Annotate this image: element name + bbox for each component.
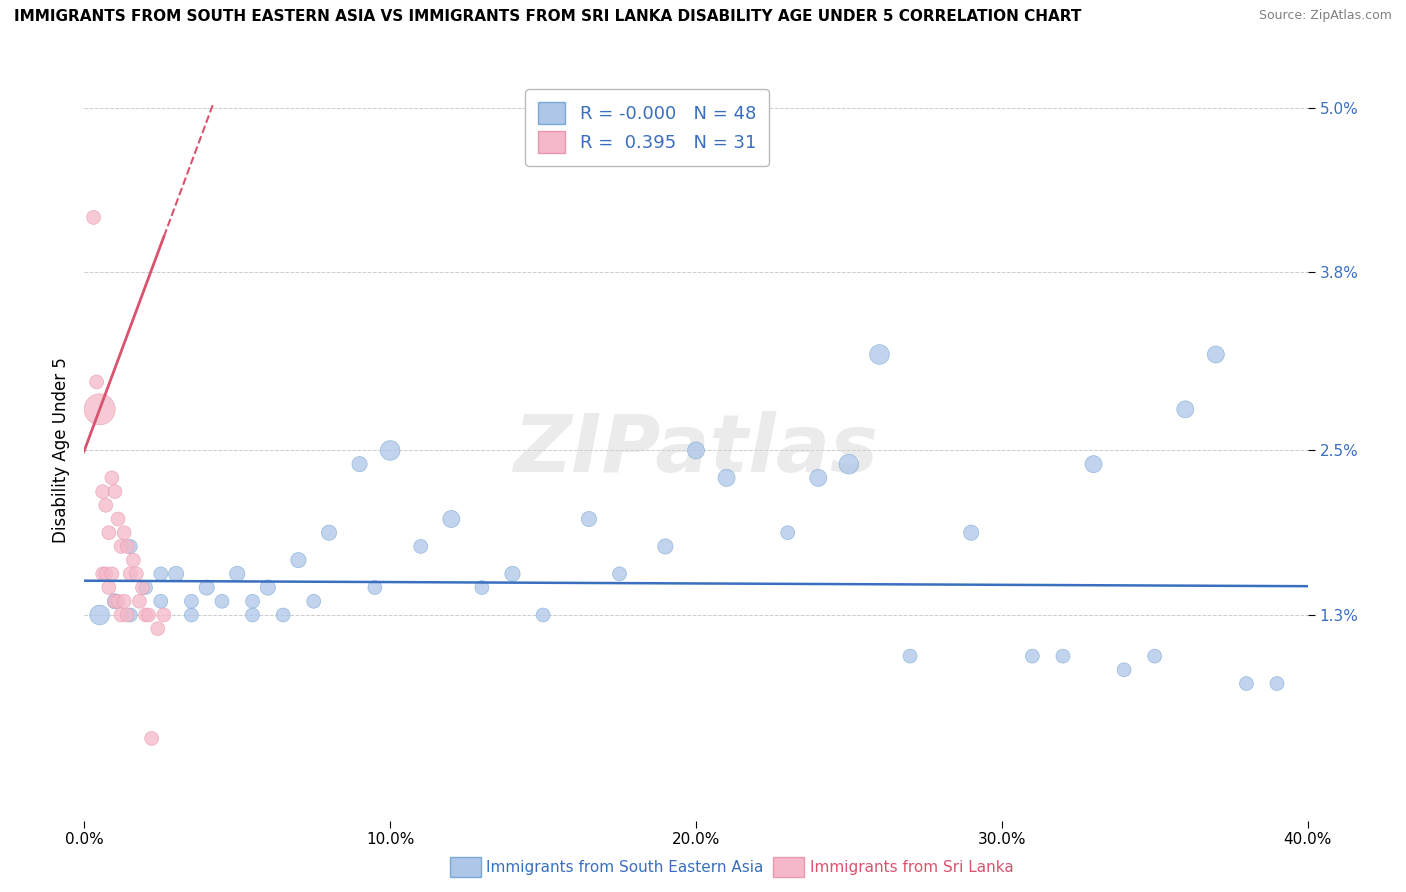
Point <box>1021 649 1043 664</box>
Point <box>91 484 114 499</box>
Point <box>716 471 738 485</box>
Point <box>115 607 138 622</box>
Point <box>180 607 202 622</box>
Point <box>318 525 340 540</box>
Point <box>409 540 432 554</box>
Point <box>141 731 163 746</box>
Point <box>1143 649 1166 664</box>
Point <box>1205 347 1227 361</box>
Point <box>1114 663 1136 677</box>
Text: ZIPatlas: ZIPatlas <box>513 411 879 490</box>
Point <box>1052 649 1074 664</box>
Point <box>138 607 160 622</box>
Point <box>349 457 371 471</box>
Point <box>91 566 114 581</box>
Point <box>149 566 172 581</box>
Legend: R = -0.000   N = 48, R =  0.395   N = 31: R = -0.000 N = 48, R = 0.395 N = 31 <box>526 89 769 166</box>
Point <box>1174 402 1197 417</box>
Point <box>1236 676 1258 690</box>
Point <box>578 512 600 526</box>
Point <box>242 607 264 622</box>
Point <box>149 594 172 608</box>
Point <box>110 607 132 622</box>
Point <box>101 566 124 581</box>
Point <box>131 581 153 595</box>
Point <box>685 443 707 458</box>
Point <box>471 581 494 595</box>
Point <box>807 471 830 485</box>
Point <box>960 525 983 540</box>
Point <box>380 443 402 458</box>
Point <box>257 581 280 595</box>
Point <box>609 566 631 581</box>
Point <box>180 594 202 608</box>
Point <box>89 607 111 622</box>
Point <box>271 607 294 622</box>
Y-axis label: Disability Age Under 5: Disability Age Under 5 <box>52 358 70 543</box>
Point <box>364 581 387 595</box>
Point <box>97 525 120 540</box>
Point <box>502 566 524 581</box>
Point <box>94 566 117 581</box>
Point <box>776 525 799 540</box>
Point <box>869 347 891 361</box>
Point <box>89 402 111 417</box>
Text: IMMIGRANTS FROM SOUTH EASTERN ASIA VS IMMIGRANTS FROM SRI LANKA DISABILITY AGE U: IMMIGRANTS FROM SOUTH EASTERN ASIA VS IM… <box>14 9 1081 24</box>
Point <box>94 498 117 512</box>
Point <box>125 566 148 581</box>
Point <box>107 594 129 608</box>
Point <box>898 649 921 664</box>
Point <box>112 525 135 540</box>
Point <box>97 581 120 595</box>
Point <box>440 512 463 526</box>
Point <box>654 540 676 554</box>
Point <box>165 566 187 581</box>
Point <box>531 607 554 622</box>
Point <box>107 512 129 526</box>
Point <box>110 540 132 554</box>
Point <box>101 471 124 485</box>
Point <box>1083 457 1105 471</box>
Point <box>1265 676 1288 690</box>
Point <box>153 607 176 622</box>
Point <box>195 581 218 595</box>
Point <box>211 594 233 608</box>
Point <box>120 540 142 554</box>
Point <box>302 594 325 608</box>
Point <box>104 594 127 608</box>
Point <box>135 581 157 595</box>
Text: Source: ZipAtlas.com: Source: ZipAtlas.com <box>1258 9 1392 22</box>
Point <box>226 566 249 581</box>
Point <box>104 484 127 499</box>
Point <box>112 594 135 608</box>
Point <box>146 622 169 636</box>
Text: Immigrants from South Eastern Asia: Immigrants from South Eastern Asia <box>486 861 763 875</box>
Text: Immigrants from Sri Lanka: Immigrants from Sri Lanka <box>810 861 1014 875</box>
Point <box>115 540 138 554</box>
Point <box>135 607 157 622</box>
Point <box>287 553 309 567</box>
Point <box>120 607 142 622</box>
Point <box>838 457 860 471</box>
Point <box>83 211 105 225</box>
Point <box>104 594 127 608</box>
Point <box>120 566 142 581</box>
Point <box>242 594 264 608</box>
Point <box>128 594 150 608</box>
Point <box>86 375 108 389</box>
Point <box>122 553 145 567</box>
